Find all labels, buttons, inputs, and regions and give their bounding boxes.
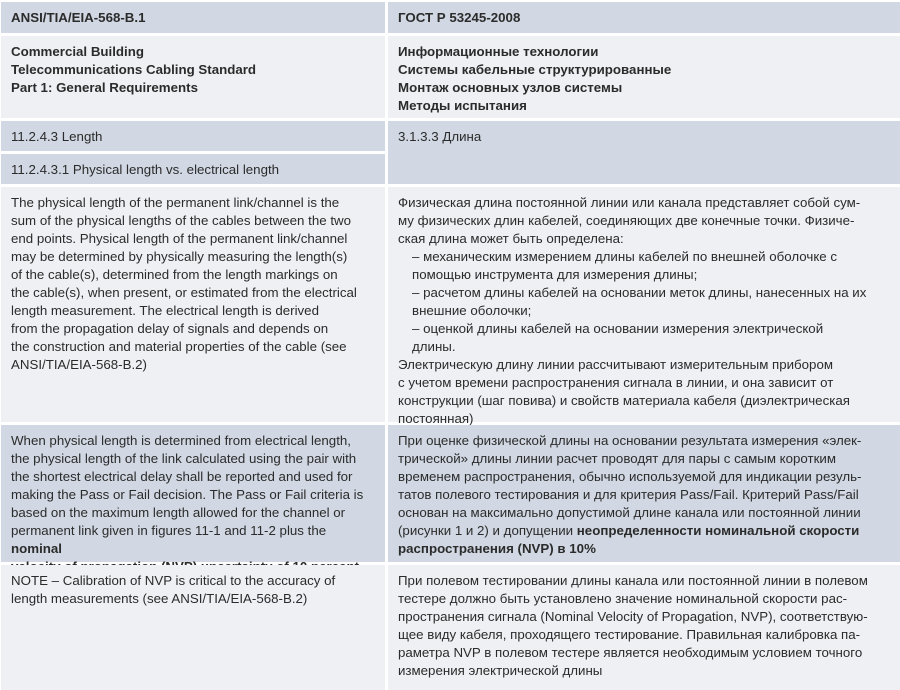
row1-outro: Электрическую длину линии рассчитывают и… (398, 357, 850, 426)
row3-right: При полевом тестировании длины канала ил… (388, 565, 900, 690)
row2-right: При оценке физической длины на основании… (388, 425, 900, 562)
section-length: 11.2.4.3 Length (1, 121, 385, 151)
row2-right-bold: неопределенности номинальной скорости ра… (398, 523, 860, 556)
section-right: 3.1.3.3 Длина (388, 121, 900, 184)
header-right: ГОСТ Р 53245-2008 (388, 2, 900, 33)
title-right: Информационные технологии Системы кабель… (388, 36, 900, 118)
list-item: – оценкой длины кабелей на основании изм… (412, 321, 824, 354)
header-left: ANSI/TIA/EIA-568-B.1 (1, 2, 385, 33)
row1-right: Физическая длина постоянной линии или ка… (388, 187, 900, 426)
section-left: 11.2.4.3 Length 11.2.4.3.1 Physical leng… (1, 121, 385, 184)
row1-left: The physical length of the permanent lin… (1, 187, 385, 422)
row2-left: When physical length is determined from … (1, 425, 385, 574)
row3-left: NOTE – Calibration of NVP is critical to… (1, 565, 385, 690)
row2-right-text: При оценке физической длины на основании… (398, 433, 862, 538)
title-left: Commercial Building Telecommunications C… (1, 36, 385, 118)
list-item: – расчетом длины кабелей на основании ме… (412, 285, 867, 318)
list-item: – механическим измерением длины кабелей … (412, 249, 838, 282)
row2-left-text: When physical length is determined from … (11, 433, 364, 538)
row1-intro: Физическая длина постоянной линии или ка… (398, 195, 861, 246)
section-physical-length: 11.2.4.3.1 Physical length vs. electrica… (1, 154, 385, 184)
